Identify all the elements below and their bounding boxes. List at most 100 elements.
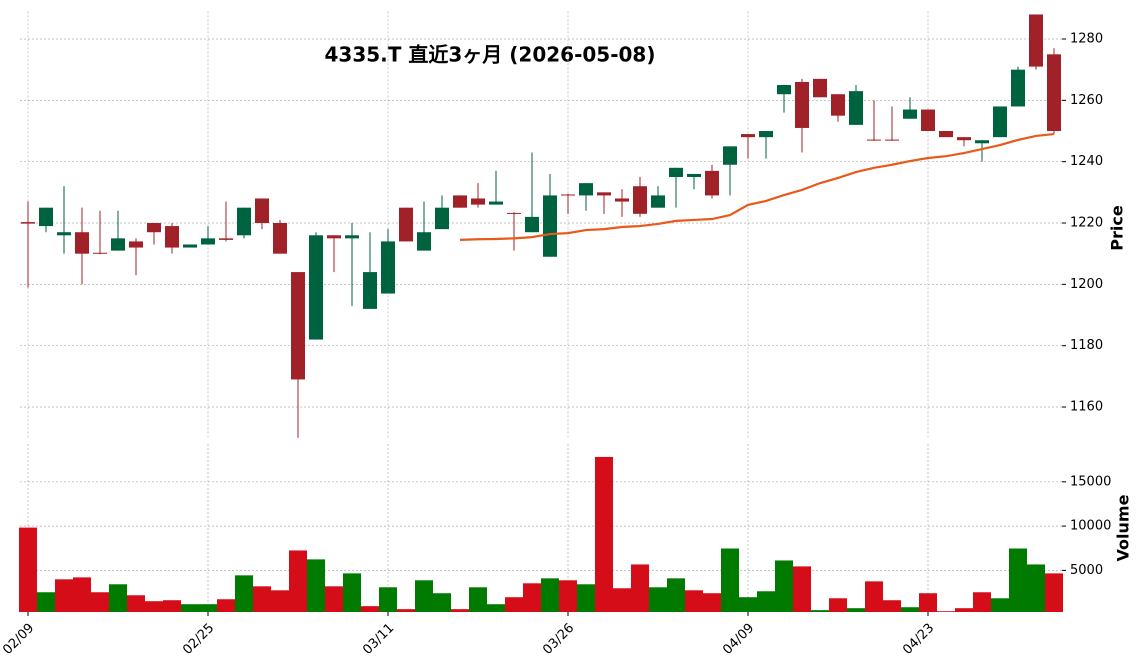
volume-bar [235, 575, 253, 612]
candle-body [777, 85, 791, 95]
candle-body [453, 195, 467, 208]
y-tick-label: 1220 [1070, 216, 1103, 231]
candle-body [471, 198, 485, 205]
x-tick-label: 03/11 [360, 621, 397, 658]
y-tick-label: 1200 [1070, 277, 1103, 292]
candle-body [525, 216, 539, 233]
volume-bar [667, 578, 685, 612]
volume-bar [415, 580, 433, 612]
candle-body [111, 238, 125, 251]
y-tick-label: 1260 [1070, 93, 1103, 108]
volume-bar [181, 604, 199, 612]
volume-bar [271, 590, 289, 612]
candle-body [93, 252, 107, 254]
volume-bar [991, 598, 1009, 612]
volume-bar [91, 592, 109, 612]
candle-body [543, 195, 557, 257]
volume-bar [523, 583, 541, 612]
candle-body [903, 109, 917, 119]
volume-bar [649, 587, 667, 612]
y-tick-label: 1280 [1070, 32, 1103, 47]
candle-body [741, 134, 755, 138]
x-tick-label: 03/26 [540, 621, 577, 658]
candle-body [939, 131, 953, 138]
candle-body [129, 241, 143, 248]
candle-body [201, 238, 215, 245]
volume-bar [631, 564, 649, 612]
volume-bar [829, 598, 847, 612]
candle-body [417, 232, 431, 251]
candle-body [975, 140, 989, 144]
volume-axis-label: Volume [1114, 494, 1133, 561]
volume-bar [163, 600, 181, 612]
volume-bar [1027, 564, 1045, 612]
x-tick-label: 02/25 [180, 621, 217, 658]
candle-body [399, 207, 413, 242]
volume-bar [577, 584, 595, 612]
y-tick-label: 10000 [1070, 519, 1111, 534]
candle-body [327, 235, 341, 239]
candle-body [1029, 14, 1043, 67]
volume-bar [37, 592, 55, 612]
candle-body [597, 192, 611, 196]
volume-bar [109, 584, 127, 612]
candle-body [795, 81, 809, 128]
candle-body [921, 109, 935, 132]
candle-body [219, 238, 233, 240]
volume-bar [955, 608, 973, 612]
candle-body [1011, 69, 1025, 107]
volume-bar [217, 599, 235, 612]
candle-body [561, 194, 575, 196]
volume-bar [505, 597, 523, 612]
volume-bar [145, 601, 163, 612]
volume-bar [613, 588, 631, 612]
candle-body [147, 223, 161, 233]
candle-body [345, 235, 359, 239]
volume-bar [793, 566, 811, 612]
volume-bar [307, 559, 325, 612]
volume-bar [19, 527, 37, 612]
candle-body [291, 272, 305, 380]
candle-body [669, 167, 683, 178]
y-axis-label: Price [1108, 205, 1127, 251]
candle-body [813, 78, 827, 98]
volume-bar [757, 591, 775, 612]
candle-body [723, 146, 737, 165]
candle-body [831, 94, 845, 116]
y-tick-label: 5000 [1070, 563, 1103, 578]
volume-bar [973, 592, 991, 612]
volume-bar [379, 587, 397, 612]
candle-body [687, 173, 701, 178]
candle-body [57, 232, 71, 236]
y-tick-label: 1240 [1070, 154, 1103, 169]
x-tick-label: 04/23 [900, 621, 937, 658]
volume-bar [901, 607, 919, 612]
y-tick-label: 15000 [1070, 474, 1111, 489]
volume-bar [199, 604, 217, 612]
candle-body [255, 198, 269, 224]
volume-bar [487, 604, 505, 612]
volume-bar [811, 610, 829, 612]
candle-body [957, 137, 971, 141]
volume-bar [55, 579, 73, 612]
candle-body [21, 222, 35, 224]
candle-body [273, 223, 287, 254]
volume-bar [451, 609, 469, 612]
candle-body [705, 170, 719, 196]
volume-bar [883, 600, 901, 612]
candle-body [615, 198, 629, 202]
y-tick-label: 1160 [1070, 400, 1103, 415]
volume-bar [685, 590, 703, 612]
candle-body [237, 207, 251, 236]
candle-body [39, 207, 53, 227]
volume-bar [469, 587, 487, 612]
volume-bar [775, 560, 793, 612]
volume-bar [1009, 548, 1027, 612]
volume-bar [559, 580, 577, 612]
candle-body [435, 207, 449, 230]
volume-bar [739, 597, 757, 612]
x-tick-label: 02/09 [0, 621, 37, 658]
candle-body [183, 244, 197, 248]
chart-title: 4335.T 直近3ヶ月 (2026-05-08) [325, 43, 656, 67]
